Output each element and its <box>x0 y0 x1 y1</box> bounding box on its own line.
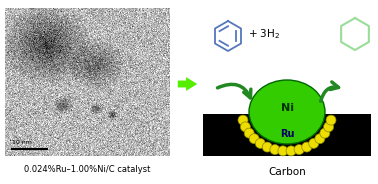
Text: + 3H$_2$: + 3H$_2$ <box>248 27 280 41</box>
Circle shape <box>255 138 265 148</box>
Bar <box>200 4 375 166</box>
Circle shape <box>249 134 259 144</box>
Circle shape <box>320 128 330 138</box>
Text: 0.024%Ru–1.00%Ni/C catalyst: 0.024%Ru–1.00%Ni/C catalyst <box>24 165 150 174</box>
Bar <box>203 114 371 156</box>
FancyArrowPatch shape <box>178 77 197 91</box>
Circle shape <box>262 142 272 152</box>
Circle shape <box>326 115 336 125</box>
Circle shape <box>278 146 288 156</box>
Circle shape <box>315 134 325 144</box>
Circle shape <box>240 122 250 132</box>
Circle shape <box>270 145 280 155</box>
Circle shape <box>244 128 254 138</box>
Ellipse shape <box>249 80 325 144</box>
Text: Ni: Ni <box>280 103 293 113</box>
Circle shape <box>302 142 312 152</box>
Circle shape <box>294 145 304 155</box>
Text: Carbon: Carbon <box>268 167 306 177</box>
Text: Ru: Ru <box>280 129 294 139</box>
Circle shape <box>309 138 319 148</box>
Circle shape <box>238 115 248 125</box>
Circle shape <box>286 146 296 156</box>
Text: 10 nm: 10 nm <box>12 140 32 145</box>
Circle shape <box>324 122 334 132</box>
